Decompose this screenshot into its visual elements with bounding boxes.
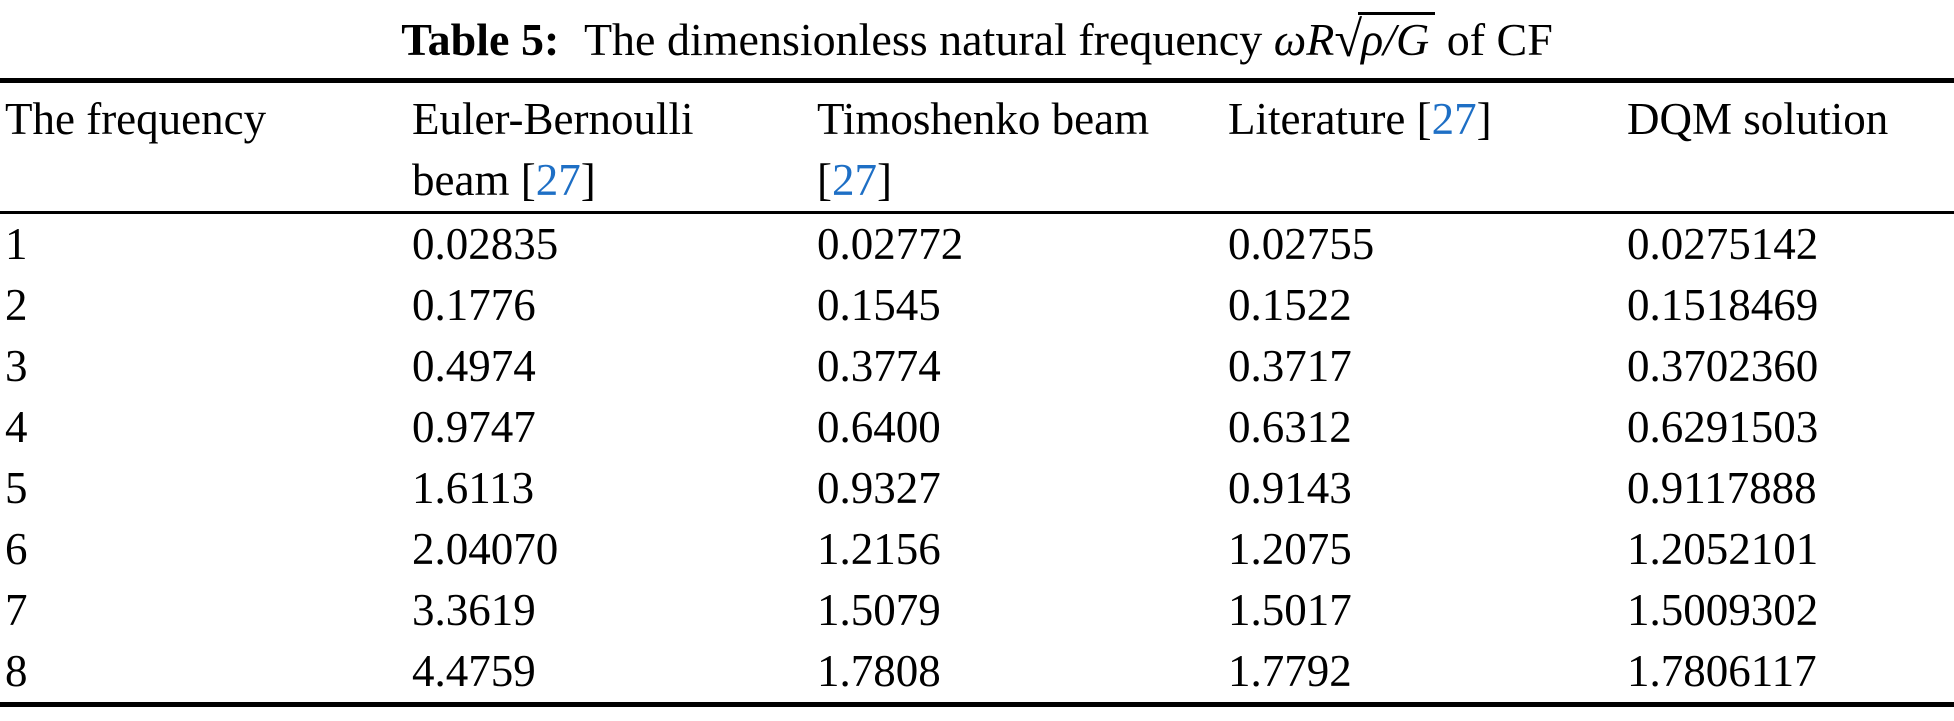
timoshenko-cell: 0.3774 bbox=[817, 341, 941, 391]
table-row: 3 0.4974 0.3774 0.3717 0.3702360 bbox=[0, 336, 1954, 397]
frequency-cell: 8 bbox=[5, 646, 28, 696]
table-row: 8 4.4759 1.7808 1.7792 1.7806117 bbox=[0, 641, 1954, 705]
caption-label: Table 5: bbox=[401, 14, 560, 65]
euler-bernoulli-cell: 4.4759 bbox=[412, 646, 536, 696]
dqm-cell: 1.5009302 bbox=[1627, 585, 1819, 635]
caption-suffix: of CF bbox=[1446, 14, 1553, 65]
frequency-cell: 6 bbox=[5, 524, 28, 574]
timoshenko-cell: 0.6400 bbox=[817, 402, 941, 452]
euler-bernoulli-cell: 2.04070 bbox=[412, 524, 559, 574]
citation-link[interactable]: 27 bbox=[832, 155, 877, 205]
literature-cell: 0.9143 bbox=[1228, 463, 1352, 513]
table-caption: Table 5: The dimensionless natural frequ… bbox=[0, 0, 1954, 78]
dqm-cell: 0.6291503 bbox=[1627, 402, 1819, 452]
dqm-cell: 1.2052101 bbox=[1627, 524, 1819, 574]
euler-bernoulli-cell: 1.6113 bbox=[412, 463, 535, 513]
frequency-cell: 1 bbox=[5, 219, 28, 269]
header-text: ] bbox=[1476, 94, 1492, 144]
euler-bernoulli-cell: 0.02835 bbox=[412, 219, 559, 269]
header-text: beam [ bbox=[412, 155, 536, 205]
radical-sign-icon: √ bbox=[1334, 11, 1363, 67]
table-row: 5 1.6113 0.9327 0.9143 0.9117888 bbox=[0, 458, 1954, 519]
timoshenko-cell: 1.5079 bbox=[817, 585, 941, 635]
header-text: ] bbox=[877, 155, 892, 205]
timoshenko-cell: 1.2156 bbox=[817, 524, 941, 574]
literature-cell: 1.7792 bbox=[1228, 646, 1352, 696]
header-text: DQM solution bbox=[1627, 94, 1889, 144]
frequency-table: The frequency Euler-Bernoulli beam [27] Tim… bbox=[0, 78, 1954, 707]
literature-cell: 0.3717 bbox=[1228, 341, 1352, 391]
literature-cell: 0.1522 bbox=[1228, 280, 1352, 330]
table-row: 4 0.9747 0.6400 0.6312 0.6291503 bbox=[0, 397, 1954, 458]
dqm-cell: 0.1518469 bbox=[1627, 280, 1819, 330]
header-text: ] bbox=[580, 155, 596, 205]
euler-bernoulli-cell: 3.3619 bbox=[412, 585, 536, 635]
math-expression: ωR√ρ/G bbox=[1273, 11, 1436, 67]
euler-bernoulli-cell: 0.1776 bbox=[412, 280, 536, 330]
literature-cell: 0.02755 bbox=[1228, 219, 1375, 269]
citation-link[interactable]: 27 bbox=[535, 155, 581, 205]
dqm-cell: 0.0275142 bbox=[1627, 219, 1819, 269]
header-text: Euler-Bernoulli bbox=[412, 94, 694, 144]
timoshenko-cell: 0.9327 bbox=[817, 463, 941, 513]
citation-link[interactable]: 27 bbox=[1431, 94, 1477, 144]
timoshenko-cell: 1.7808 bbox=[817, 646, 941, 696]
table-row: 2 0.1776 0.1545 0.1522 0.1518469 bbox=[0, 275, 1954, 336]
table-row: 6 2.04070 1.2156 1.2075 1.2052101 bbox=[0, 519, 1954, 580]
column-header-the-frequency: The frequency bbox=[0, 80, 407, 214]
sqrt-radical: √ρ/G bbox=[1334, 11, 1436, 67]
dqm-cell: 0.9117888 bbox=[1627, 463, 1817, 513]
frequency-cell: 3 bbox=[5, 341, 28, 391]
literature-cell: 0.6312 bbox=[1228, 402, 1352, 452]
math-prefix: ωR bbox=[1273, 14, 1335, 65]
table-row: 1 0.02835 0.02772 0.02755 0.0275142 bbox=[0, 213, 1954, 276]
frequency-cell: 2 bbox=[5, 280, 28, 330]
literature-cell: 1.2075 bbox=[1228, 524, 1352, 574]
column-header-dqm-solution: DQM solution bbox=[1622, 80, 1954, 214]
dqm-cell: 1.7806117 bbox=[1627, 646, 1817, 696]
caption-text: The dimensionless natural frequency bbox=[583, 14, 1263, 65]
euler-bernoulli-cell: 0.9747 bbox=[412, 402, 536, 452]
column-header-euler-bernoulli-beam: Euler-Bernoulli beam [27] bbox=[407, 80, 812, 214]
header-text: The frequency bbox=[5, 94, 267, 144]
header-text: [ bbox=[817, 155, 832, 205]
column-header-literature: Literature [27] bbox=[1223, 80, 1622, 214]
table-header-row: The frequency Euler-Bernoulli beam [27] Tim… bbox=[0, 80, 1954, 214]
table-row: 7 3.3619 1.5079 1.5017 1.5009302 bbox=[0, 580, 1954, 641]
frequency-cell: 7 bbox=[5, 585, 28, 635]
frequency-cell: 5 bbox=[5, 463, 28, 513]
frequency-cell: 4 bbox=[5, 402, 28, 452]
timoshenko-cell: 0.1545 bbox=[817, 280, 941, 330]
column-header-timoshenko-beam: Timoshenko beam [27] bbox=[812, 80, 1223, 214]
euler-bernoulli-cell: 0.4974 bbox=[412, 341, 536, 391]
header-text: Timoshenko beam bbox=[817, 94, 1150, 144]
timoshenko-cell: 0.02772 bbox=[817, 219, 964, 269]
radicand: ρ/G bbox=[1358, 12, 1436, 65]
literature-cell: 1.5017 bbox=[1228, 585, 1352, 635]
header-text: Literature [ bbox=[1228, 94, 1432, 144]
dqm-cell: 0.3702360 bbox=[1627, 341, 1819, 391]
